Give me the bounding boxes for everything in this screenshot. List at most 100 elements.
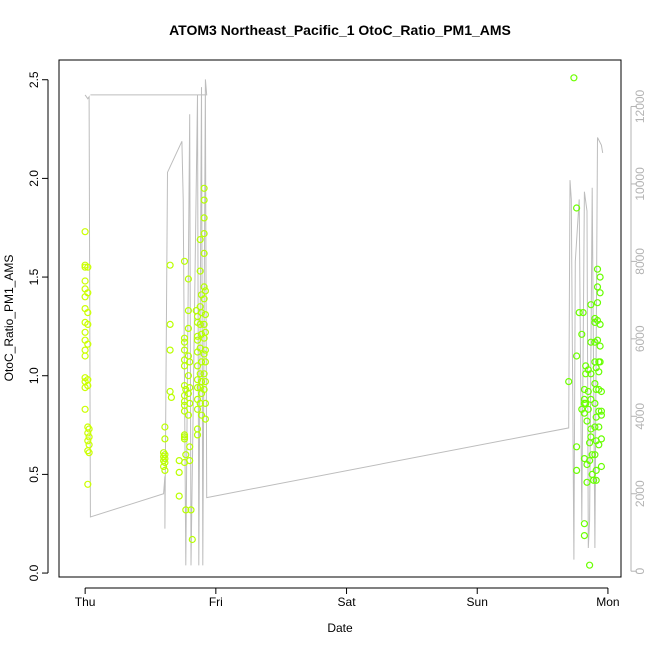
data-point: [591, 399, 599, 407]
data-point: [166, 320, 174, 328]
data-point: [200, 249, 208, 257]
data-point: [200, 196, 208, 204]
data-point: [180, 338, 189, 346]
data-point: [184, 411, 192, 419]
data-point: [200, 350, 208, 358]
y2-tick-label: 8000: [633, 248, 647, 275]
y-axis-left: 0.0 0.5 1.0 1.5 2.0 2.5: [27, 71, 49, 581]
data-point: [591, 423, 599, 431]
data-point: [596, 273, 604, 281]
data-point: [200, 230, 208, 238]
data-point: [585, 561, 594, 569]
x-tick-label: Sun: [467, 595, 488, 609]
data-point: [193, 384, 202, 392]
data-point: [175, 492, 183, 500]
data-point: [572, 204, 581, 212]
data-point: [200, 295, 208, 303]
data-point: [193, 405, 202, 413]
data-point: [180, 431, 189, 439]
data-point: [593, 299, 602, 307]
x-tick-label: Mon: [596, 595, 619, 609]
y2-tick-label: 6000: [633, 325, 647, 352]
x-axis-label: Date: [327, 621, 353, 635]
data-point: [201, 378, 209, 386]
data-point: [200, 283, 208, 291]
data-point: [186, 399, 194, 407]
data-point: [196, 399, 204, 407]
data-point: [584, 387, 592, 396]
data-point: [593, 336, 602, 344]
data-point: [591, 451, 599, 459]
data-point: [196, 320, 204, 328]
data-point: [84, 480, 92, 488]
data-point: [587, 425, 595, 433]
data-point: [196, 236, 204, 244]
secondary-line-layer: [84, 79, 604, 566]
data-point: [182, 506, 190, 514]
data-point: [197, 411, 206, 419]
data-point: [597, 462, 606, 471]
x-tick-label: Thu: [75, 595, 96, 609]
data-point: [592, 476, 600, 484]
data-point: [583, 478, 591, 486]
data-point: [596, 289, 604, 297]
data-point: [180, 346, 189, 354]
data-point: [597, 387, 606, 396]
data-point: [588, 451, 596, 459]
data-point: [160, 462, 168, 471]
data-point: [593, 283, 602, 291]
data-point: [161, 435, 169, 443]
data-point: [580, 531, 589, 540]
data-point: [580, 409, 589, 417]
data-point: [180, 334, 189, 342]
y2-tick-label: 0: [633, 568, 647, 575]
data-point: [180, 435, 189, 443]
y2-tick-label: 4000: [633, 403, 647, 430]
data-point: [85, 433, 93, 441]
data-point: [175, 468, 183, 476]
data-point: [197, 358, 206, 366]
data-point: [166, 387, 174, 396]
data-point: [570, 74, 578, 82]
data-point: [200, 320, 208, 328]
data-point: [201, 358, 209, 366]
y-axis-right: 0 2000 4000 6000 8000 10000 12000: [630, 89, 647, 575]
data-point: [184, 372, 192, 380]
data-point: [184, 307, 192, 315]
data-point: [193, 332, 202, 340]
data-point: [184, 324, 192, 332]
data-point: [84, 340, 92, 348]
secondary-series-line: [84, 79, 604, 566]
data-point: [81, 384, 89, 392]
data-point: [572, 443, 581, 451]
data-point: [565, 378, 573, 386]
data-point: [201, 311, 209, 319]
data-point: [597, 407, 606, 415]
data-point: [81, 277, 89, 285]
data-point: [81, 228, 89, 236]
data-point: [84, 429, 92, 437]
x-tick-label: Fri: [209, 595, 223, 609]
y-tick-label: 1.0: [27, 367, 41, 384]
data-point: [579, 309, 587, 317]
data-point: [81, 328, 89, 336]
data-point: [593, 265, 602, 273]
data-point: [167, 393, 175, 401]
data-point: [193, 336, 202, 344]
data-point: [81, 352, 89, 360]
data-point: [161, 423, 169, 431]
data-point: [596, 320, 604, 328]
data-point: [591, 380, 599, 388]
data-point: [186, 443, 194, 451]
data-point: [166, 346, 174, 354]
data-point: [580, 520, 589, 528]
data-point: [595, 368, 603, 376]
data-point: [85, 449, 93, 457]
data-point: [587, 370, 595, 378]
data-point: [196, 267, 204, 275]
data-point: [592, 466, 600, 474]
data-point: [188, 535, 196, 544]
data-point: [587, 395, 595, 403]
data-point: [584, 405, 592, 413]
